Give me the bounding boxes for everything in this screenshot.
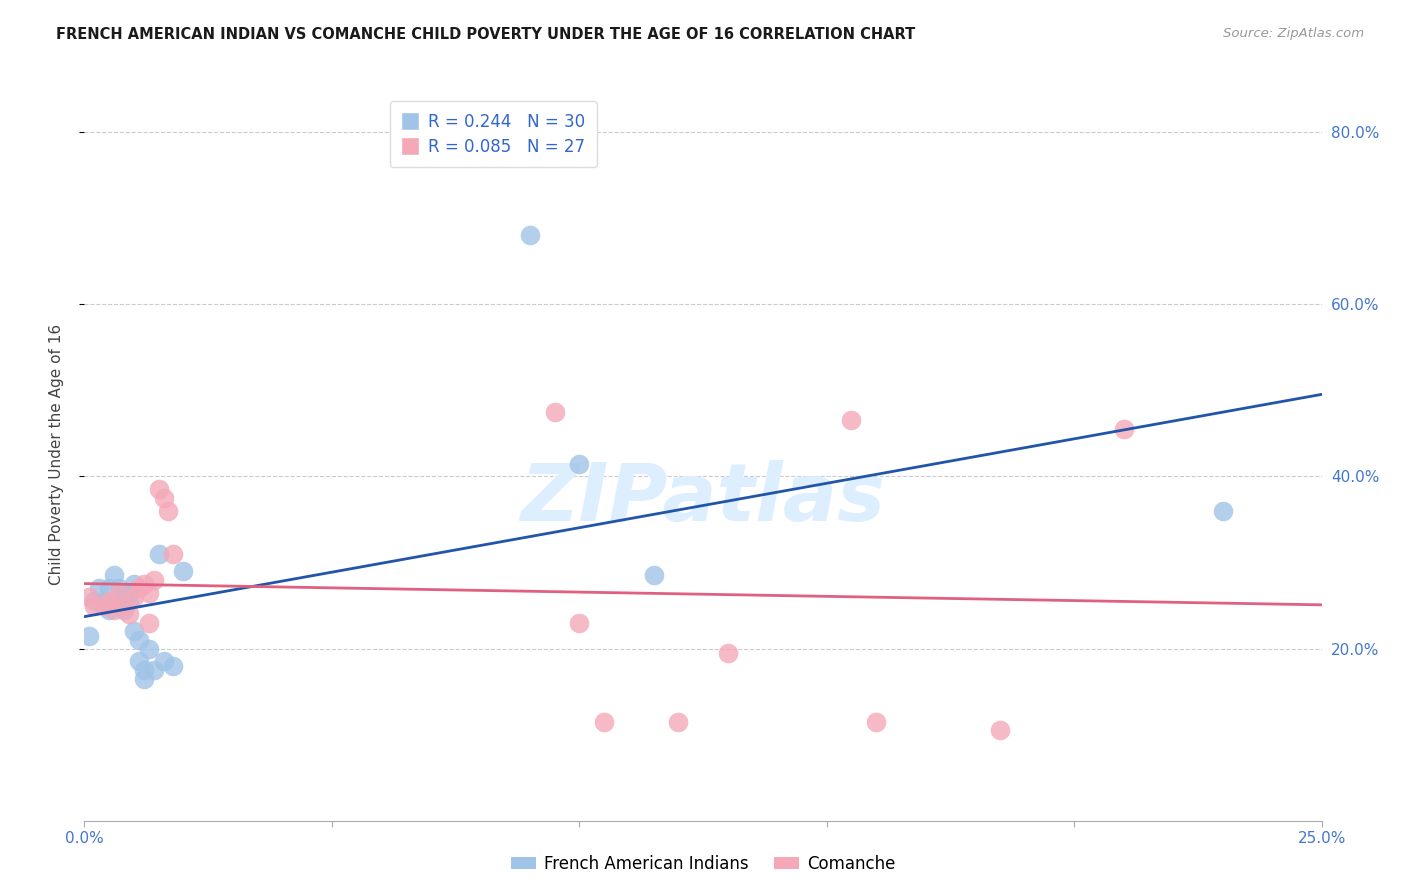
Point [108,582,131,596]
Point [148,483,170,497]
Point [865,714,887,729]
Point [1112,422,1135,436]
Point [83,599,105,613]
Y-axis label: Child Poverty Under the Age of 16: Child Poverty Under the Age of 16 [49,325,63,585]
Point [519,228,541,243]
Point [643,568,665,582]
Point [103,568,125,582]
Text: ZIPatlas: ZIPatlas [520,459,886,538]
Point [93,599,115,613]
Point [118,594,141,608]
Text: Source: ZipAtlas.com: Source: ZipAtlas.com [1223,27,1364,40]
Point [98,582,121,596]
Point [132,672,155,686]
Point [157,504,180,518]
Point [142,573,165,587]
Point [122,577,145,591]
Point [666,714,689,729]
Point [841,413,863,427]
Legend: French American Indians, Comanche: French American Indians, Comanche [503,848,903,880]
Text: FRENCH AMERICAN INDIAN VS COMANCHE CHILD POVERTY UNDER THE AGE OF 16 CORRELATION: FRENCH AMERICAN INDIAN VS COMANCHE CHILD… [56,27,915,42]
Point [1212,504,1234,518]
Point [103,603,125,617]
Point [138,641,160,656]
Point [98,594,121,608]
Point [112,599,135,613]
Point [138,585,160,599]
Point [98,603,121,617]
Point [128,582,150,596]
Point [138,615,160,630]
Point [162,547,184,561]
Point [122,590,145,604]
Point [988,723,1011,738]
Point [717,646,740,660]
Legend: R = 0.244   N = 30, R = 0.085   N = 27: R = 0.244 N = 30, R = 0.085 N = 27 [389,101,596,167]
Point [118,585,141,599]
Point [103,594,125,608]
Point [543,405,565,419]
Point [162,658,184,673]
Point [118,607,141,621]
Point [128,655,150,669]
Point [89,582,111,596]
Point [593,714,616,729]
Point [108,594,131,608]
Point [83,594,105,608]
Point [172,564,194,578]
Point [128,632,150,647]
Point [122,624,145,639]
Point [148,547,170,561]
Point [79,629,101,643]
Point [142,663,165,677]
Point [112,603,135,617]
Point [152,655,174,669]
Point [568,615,591,630]
Point [132,663,155,677]
Point [112,585,135,599]
Point [152,491,174,505]
Point [93,594,115,608]
Point [79,590,101,604]
Point [108,585,131,599]
Point [132,577,155,591]
Point [568,457,591,471]
